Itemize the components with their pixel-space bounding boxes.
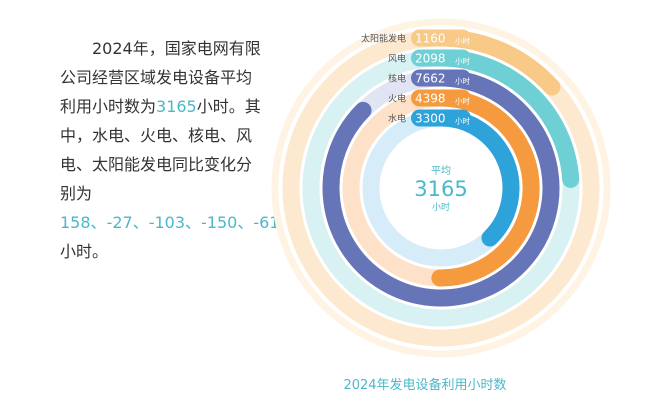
value-unit-3: 小时 [455,76,470,86]
description-text: 2024年，国家电网有限公司经营区域发电设备平均利用小时数为3165小时。其中，… [60,34,280,266]
value-pill-5 [411,109,471,127]
desc-sep: 、 [90,213,107,232]
center-label: 平均 [431,165,451,177]
desc-change-nuclear: -103 [148,213,186,232]
center-unit: 小时 [432,201,450,213]
outer-halo-ring [271,18,611,358]
value-unit-1: 小时 [455,36,470,46]
category-label-2: 风电 [388,53,406,65]
value-pill-2 [411,49,471,67]
value-label-4: 4398 [415,92,446,106]
chart-title: 2024年发电设备利用小时数 [343,378,507,393]
center-value: 3165 [414,177,467,201]
desc-sep: 、 [237,213,254,232]
value-label-1: 1160 [415,32,446,46]
category-label-4: 火电 [388,93,406,105]
desc-part3: 小时。 [60,242,109,261]
desc-sep: 、 [132,213,149,232]
desc-change-wind: -150 [201,213,238,232]
desc-change-hydro: 158 [60,213,91,232]
value-label-5: 3300 [415,112,446,126]
value-unit-2: 小时 [455,56,470,66]
value-pill-3 [411,69,471,87]
value-label-3: 7662 [415,72,446,86]
desc-sep: 、 [185,213,202,232]
desc-change-solar: -61 [253,213,280,232]
value-label-2: 2098 [415,52,446,66]
category-label-5: 水电 [388,113,406,125]
value-pill-4 [411,89,471,107]
desc-part1: 2024年，国家电网有限公司经营区域发电设备平均利用小时数为 [60,39,261,116]
value-pill-1 [411,29,471,47]
value-arc-3 [322,69,560,307]
value-arc-4 [431,89,540,287]
desc-part2: 小时。其中，水电、火电、核电、风电、太阳能发电同比变化分别为 [60,97,261,203]
desc-average-value: 3165 [156,97,197,116]
category-label-3: 核电 [388,73,406,85]
value-unit-4: 小时 [455,96,470,106]
value-unit-5: 小时 [455,116,470,126]
desc-change-thermal: -27 [106,213,133,232]
category-label-1: 太阳能发电 [361,33,406,45]
